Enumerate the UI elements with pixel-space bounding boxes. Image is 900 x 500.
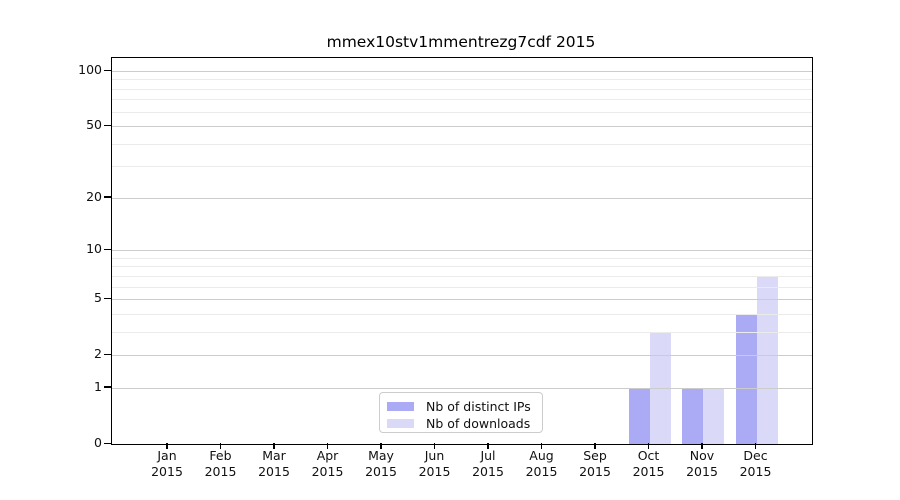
legend-label: Nb of downloads bbox=[426, 416, 531, 431]
minor-gridline bbox=[112, 88, 812, 90]
downloads-swatch bbox=[387, 419, 414, 428]
x-tick-year: 2015 bbox=[739, 463, 772, 479]
plot-area bbox=[111, 57, 813, 445]
y-tick-mark bbox=[104, 353, 111, 355]
major-gridline bbox=[112, 126, 812, 128]
x-tick-label: Jan 2015 bbox=[135, 448, 199, 479]
x-tick-year: 2015 bbox=[418, 463, 451, 479]
minor-gridline bbox=[112, 257, 812, 259]
x-tick-label: Mar 2015 bbox=[242, 448, 306, 479]
y-tick-label: 20 bbox=[86, 188, 102, 204]
x-tick-month: Dec bbox=[743, 448, 768, 463]
x-tick-label: Nov 2015 bbox=[670, 448, 734, 479]
chart-title: mmex10stv1mmentrezg7cdf 2015 bbox=[326, 33, 596, 51]
x-tick-mark bbox=[487, 443, 489, 449]
major-gridline bbox=[112, 355, 812, 357]
minor-gridline bbox=[112, 275, 812, 277]
y-tick-mark bbox=[104, 442, 111, 444]
x-tick-month: Apr bbox=[316, 448, 339, 463]
y-tick-mark bbox=[104, 69, 111, 71]
x-tick-label: Oct 2015 bbox=[617, 448, 681, 479]
major-gridline bbox=[112, 71, 812, 72]
x-tick-year: 2015 bbox=[472, 463, 504, 479]
x-tick-mark bbox=[754, 443, 757, 449]
y-tick-label: 5 bbox=[94, 290, 102, 306]
x-tick-month: Nov bbox=[689, 448, 715, 463]
y-tick-mark bbox=[104, 248, 111, 250]
x-tick-month: Jun bbox=[424, 448, 445, 463]
x-tick-year: 2015 bbox=[258, 463, 290, 479]
minor-gridline bbox=[112, 331, 812, 333]
bar-distinct-ips bbox=[682, 387, 703, 444]
x-tick-year: 2015 bbox=[686, 463, 718, 479]
legend-label: Nb of distinct IPs bbox=[426, 399, 531, 414]
x-tick-month: Feb bbox=[209, 448, 232, 463]
x-tick-year: 2015 bbox=[311, 463, 344, 479]
legend-item-distinct-ips: Nb of distinct IPs bbox=[387, 399, 542, 414]
minor-gridline bbox=[112, 266, 812, 268]
y-tick-label: 0 bbox=[94, 435, 102, 450]
x-tick-label: Feb 2015 bbox=[189, 448, 253, 479]
minor-gridline bbox=[112, 99, 812, 101]
legend: Nb of distinct IPs Nb of downloads bbox=[379, 392, 543, 433]
y-tick-label: 10 bbox=[86, 241, 102, 257]
distinct-ips-swatch bbox=[387, 402, 414, 411]
major-gridline bbox=[112, 299, 812, 301]
x-tick-label: Dec 2015 bbox=[724, 448, 788, 479]
bar-downloads bbox=[756, 275, 778, 444]
x-tick-mark bbox=[219, 443, 222, 449]
x-tick-mark bbox=[326, 443, 329, 449]
x-tick-label: Jun 2015 bbox=[403, 448, 467, 479]
x-tick-year: 2015 bbox=[579, 463, 611, 479]
bar-distinct-ips bbox=[628, 387, 650, 444]
x-tick-month: Jan bbox=[157, 448, 177, 463]
y-tick-label: 1 bbox=[94, 378, 102, 394]
x-tick-year: 2015 bbox=[151, 463, 183, 479]
major-gridline bbox=[112, 197, 812, 199]
x-tick-mark bbox=[433, 443, 436, 449]
major-gridline bbox=[112, 250, 812, 252]
major-gridline bbox=[112, 387, 812, 389]
y-tick-mark bbox=[104, 196, 111, 198]
x-tick-mark bbox=[701, 443, 703, 449]
bar-downloads bbox=[703, 387, 724, 444]
x-tick-label: Aug 2015 bbox=[510, 448, 574, 479]
x-tick-year: 2015 bbox=[632, 463, 665, 479]
x-tick-month: Oct bbox=[637, 448, 660, 463]
legend-item-downloads: Nb of downloads bbox=[387, 416, 542, 431]
x-tick-label: Jul 2015 bbox=[456, 448, 520, 479]
x-tick-mark bbox=[594, 443, 596, 449]
x-tick-year: 2015 bbox=[365, 463, 397, 479]
x-tick-month: Sep bbox=[583, 448, 607, 463]
y-tick-label: 2 bbox=[94, 346, 102, 362]
x-tick-month: Mar bbox=[262, 448, 286, 463]
minor-gridline bbox=[112, 166, 812, 168]
y-tick-mark bbox=[104, 124, 111, 126]
x-tick-month: Jul bbox=[480, 448, 496, 463]
minor-gridline bbox=[112, 79, 812, 81]
minor-gridline bbox=[112, 143, 812, 145]
minor-gridline bbox=[112, 286, 812, 288]
y-tick-mark bbox=[104, 297, 111, 299]
x-tick-mark bbox=[647, 443, 650, 449]
x-tick-year: 2015 bbox=[525, 463, 558, 479]
x-tick-label: Sep 2015 bbox=[563, 448, 627, 479]
minor-gridline bbox=[112, 313, 812, 315]
bar-distinct-ips bbox=[735, 313, 757, 444]
x-tick-label: May 2015 bbox=[349, 448, 413, 479]
x-tick-mark bbox=[166, 443, 168, 449]
x-tick-label: Apr 2015 bbox=[296, 448, 360, 479]
y-tick-mark bbox=[104, 386, 111, 388]
x-tick-mark bbox=[380, 443, 382, 449]
y-tick-label: 50 bbox=[86, 117, 102, 133]
x-tick-mark bbox=[273, 443, 275, 449]
x-tick-month: Aug bbox=[529, 448, 554, 463]
x-tick-mark bbox=[540, 443, 543, 449]
x-tick-year: 2015 bbox=[204, 463, 237, 479]
y-tick-label: 100 bbox=[78, 62, 102, 77]
minor-gridline bbox=[112, 111, 812, 113]
x-tick-month: May bbox=[368, 448, 394, 463]
